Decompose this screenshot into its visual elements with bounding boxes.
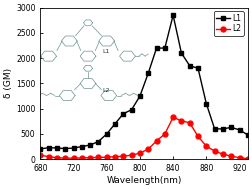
Text: L1: L1 [103,49,110,54]
L1 [89,144,92,146]
L2 [89,156,92,159]
L1 [222,128,225,130]
L1 [172,14,175,16]
L2 [47,156,50,158]
L2 [197,135,200,138]
L2 [155,140,158,142]
L1 [205,102,208,105]
Text: L2: L2 [103,88,110,93]
L2 [172,116,175,118]
L1 [130,108,133,111]
L2 [105,156,108,158]
L1 [163,47,166,49]
L1 [55,147,58,149]
L2 [130,154,133,156]
L1 [105,133,108,135]
L2 [188,122,191,124]
L2 [39,154,42,156]
L1 [147,72,150,74]
L2 [55,156,58,159]
L2 [80,157,83,159]
L2 [122,155,125,157]
L1 [72,147,75,149]
L1 [246,134,249,136]
Line: L1: L1 [38,13,250,152]
L1 [39,148,42,150]
L2 [72,157,75,159]
L2 [113,156,116,158]
L2 [205,145,208,147]
L1 [180,52,183,54]
L2 [163,133,166,135]
L1 [47,146,50,149]
L2 [238,156,241,159]
L1 [122,113,125,115]
L1 [113,123,116,125]
Line: L2: L2 [38,115,250,161]
L2 [222,153,225,155]
L2 [213,150,216,152]
L2 [147,148,150,150]
L1 [80,145,83,148]
L2 [246,158,249,160]
L2 [97,156,100,159]
L1 [97,140,100,143]
Legend: L1, L2: L1, L2 [214,12,244,36]
X-axis label: Wavelength(nm): Wavelength(nm) [106,176,182,185]
L1 [238,129,241,131]
L2 [180,120,183,122]
L1 [188,65,191,67]
L1 [213,128,216,130]
L2 [230,155,233,157]
L2 [138,152,141,154]
L1 [230,126,233,129]
L1 [64,147,67,150]
L2 [64,157,67,159]
Y-axis label: δ (GM): δ (GM) [4,68,13,98]
L1 [138,95,141,97]
L1 [197,67,200,69]
L1 [155,47,158,49]
